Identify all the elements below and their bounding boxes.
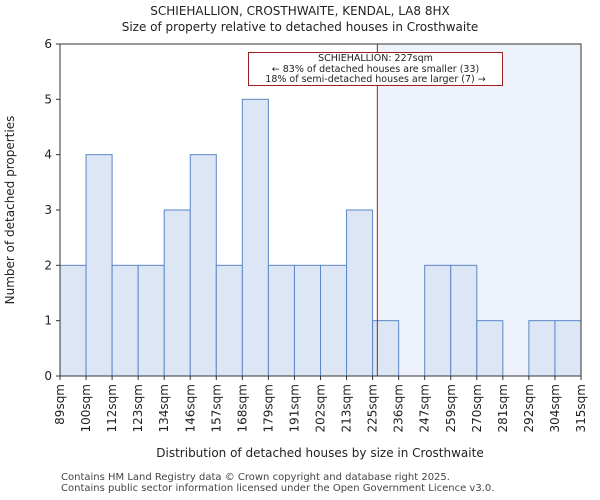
bar-292sqm — [528, 320, 556, 377]
y-tick-label: 0 — [44, 369, 52, 383]
bar-304sqm — [554, 320, 582, 377]
footer-line-1: Contains HM Land Registry data © Crown c… — [61, 472, 450, 483]
bar-157sqm — [215, 264, 243, 377]
bar-123sqm — [137, 264, 165, 377]
bar-213sqm — [346, 209, 374, 377]
x-tick-label: 213sqm — [340, 384, 354, 432]
bar-270sqm — [476, 320, 504, 377]
x-tick-label: 304sqm — [548, 384, 562, 432]
x-tick-label: 292sqm — [522, 384, 536, 432]
x-tick-label: 146sqm — [183, 384, 197, 432]
bar-225sqm — [372, 320, 400, 377]
annotation-line-2: ← 83% of detached houses are smaller (33… — [271, 63, 480, 75]
x-tick-label: 112sqm — [105, 384, 119, 432]
bar-259sqm — [450, 264, 478, 377]
chart-title: SCHIEHALLION, CROSTHWAITE, KENDAL, LA8 8… — [150, 4, 450, 18]
x-tick-label: 179sqm — [261, 384, 275, 432]
bar-100sqm — [85, 154, 113, 377]
bar-202sqm — [320, 264, 348, 377]
bar-112sqm — [111, 264, 139, 377]
annotation-line-3: 18% of semi-detached houses are larger (… — [265, 74, 486, 85]
annotation-line-1: SCHIEHALLION: 227sqm — [318, 53, 433, 64]
x-tick-label: 191sqm — [287, 384, 301, 432]
bar-247sqm — [424, 264, 452, 377]
y-tick-label: 5 — [44, 92, 52, 106]
y-axis-label: Number of detached properties — [3, 116, 17, 305]
x-tick-label: 225sqm — [366, 384, 380, 432]
x-tick-label: 134sqm — [157, 384, 171, 432]
x-tick-label: 270sqm — [470, 384, 484, 432]
bar-134sqm — [163, 209, 191, 377]
x-tick-label: 281sqm — [496, 384, 510, 432]
x-tick-label: 100sqm — [79, 384, 93, 432]
x-tick-label: 236sqm — [392, 384, 406, 432]
y-tick-label: 1 — [44, 314, 52, 328]
y-tick-label: 3 — [44, 203, 52, 217]
y-tick-label: 2 — [44, 258, 52, 272]
x-tick-label: 89sqm — [53, 384, 67, 425]
x-tick-label: 168sqm — [235, 384, 249, 432]
chart-subtitle: Size of property relative to detached ho… — [121, 20, 479, 34]
x-tick-label: 247sqm — [418, 384, 432, 432]
x-tick-label: 259sqm — [444, 384, 458, 432]
annotation-box: SCHIEHALLION: 227sqm ← 83% of detached h… — [248, 52, 503, 86]
bar-179sqm — [267, 264, 295, 377]
bar-89sqm — [59, 264, 87, 377]
x-tick-label: 157sqm — [209, 384, 223, 432]
bar-191sqm — [293, 264, 322, 377]
y-tick-label: 6 — [44, 37, 52, 51]
y-tick-label: 4 — [44, 148, 52, 162]
x-axis-label: Distribution of detached houses by size … — [156, 446, 483, 460]
x-tick-label: 315sqm — [574, 384, 588, 432]
x-tick-label: 202sqm — [314, 384, 328, 432]
x-tick-label: 123sqm — [131, 384, 145, 432]
bar-146sqm — [189, 154, 217, 377]
bar-168sqm — [241, 98, 269, 377]
footer-line-2: Contains public sector information licen… — [61, 483, 495, 494]
